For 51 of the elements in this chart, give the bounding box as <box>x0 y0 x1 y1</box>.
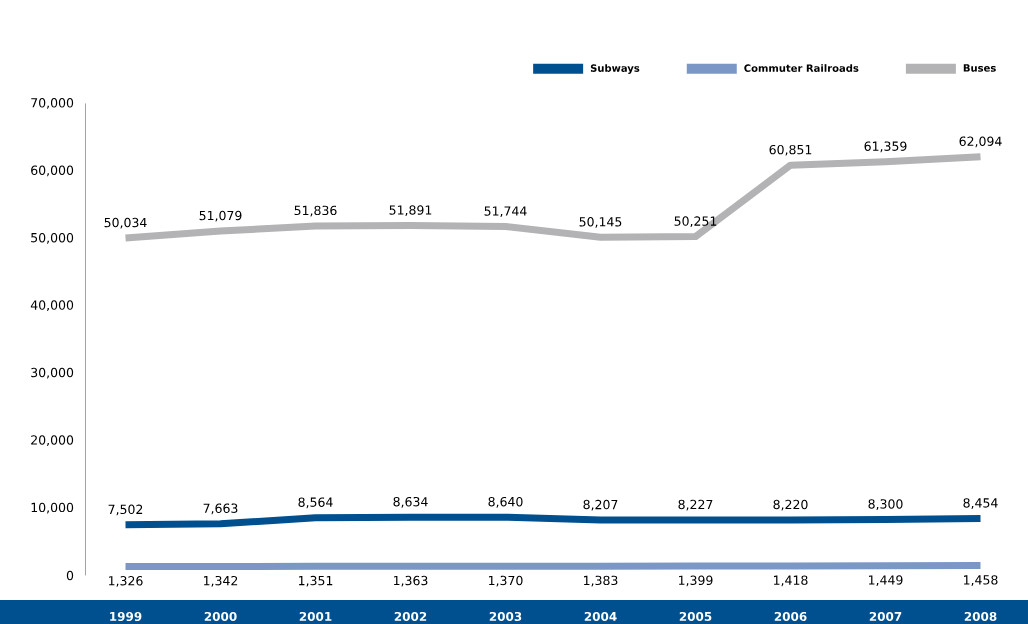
data-label: 1,326 <box>108 576 143 587</box>
x-tick-label: 2006 <box>774 611 807 621</box>
data-label: 7,502 <box>108 504 143 516</box>
data-label: 7,663 <box>203 503 238 515</box>
data-label: 8,300 <box>868 499 903 510</box>
y-tick-label: 0 <box>66 570 74 581</box>
data-label: 62,094 <box>959 136 1002 148</box>
data-label: 50,145 <box>579 217 622 228</box>
data-label: 60,851 <box>769 144 812 156</box>
data-label: 51,744 <box>484 206 527 218</box>
data-label: 1,383 <box>583 575 618 587</box>
x-tick-label: 2001 <box>299 611 332 621</box>
x-tick-label: 2002 <box>394 611 427 621</box>
y-tick-label: 20,000 <box>31 435 74 446</box>
legend-label: Buses <box>963 64 996 72</box>
data-label: 8,454 <box>963 498 998 509</box>
legend-label: Subways <box>590 64 640 74</box>
data-label: 8,564 <box>298 497 333 509</box>
x-tick-label: 2003 <box>489 611 522 621</box>
x-tick-label: 2008 <box>964 611 997 621</box>
y-tick-label: 10,000 <box>31 502 74 514</box>
data-label: 8,640 <box>488 496 523 508</box>
data-label: 1,351 <box>298 575 333 587</box>
data-label: 61,359 <box>864 141 907 153</box>
data-label: 51,836 <box>294 205 337 217</box>
y-tick-label: 50,000 <box>31 232 74 244</box>
x-tick-label: 2004 <box>584 611 617 621</box>
data-label: 51,891 <box>389 205 432 217</box>
y-tick-label: 40,000 <box>30 300 74 312</box>
data-label: 1,399 <box>678 575 713 587</box>
data-label: 1,418 <box>773 575 808 587</box>
y-tick-label: 30,000 <box>31 367 74 379</box>
data-label: 50,034 <box>104 217 147 229</box>
x-tick-label: 2000 <box>204 611 237 621</box>
x-tick-label: 2005 <box>679 611 712 621</box>
data-label: 50,251 <box>674 216 717 228</box>
data-label: 1,363 <box>393 575 428 587</box>
y-tick-label: 60,000 <box>31 165 74 177</box>
data-label: 51,079 <box>199 210 242 222</box>
data-label: 1,342 <box>203 575 238 587</box>
data-label: 8,227 <box>678 499 713 511</box>
data-label: 8,634 <box>393 496 428 508</box>
x-tick-label: 1999 <box>110 611 142 621</box>
legend-label: Commuter Railroads <box>744 64 859 72</box>
data-label: 8,207 <box>583 499 618 511</box>
data-label: 1,458 <box>964 575 998 586</box>
data-label: 1,449 <box>868 575 903 586</box>
data-label: 1,370 <box>488 575 523 587</box>
y-tick-label: 70,000 <box>31 98 74 109</box>
x-tick-label: 2007 <box>869 611 902 621</box>
data-label: 8,220 <box>773 499 808 511</box>
